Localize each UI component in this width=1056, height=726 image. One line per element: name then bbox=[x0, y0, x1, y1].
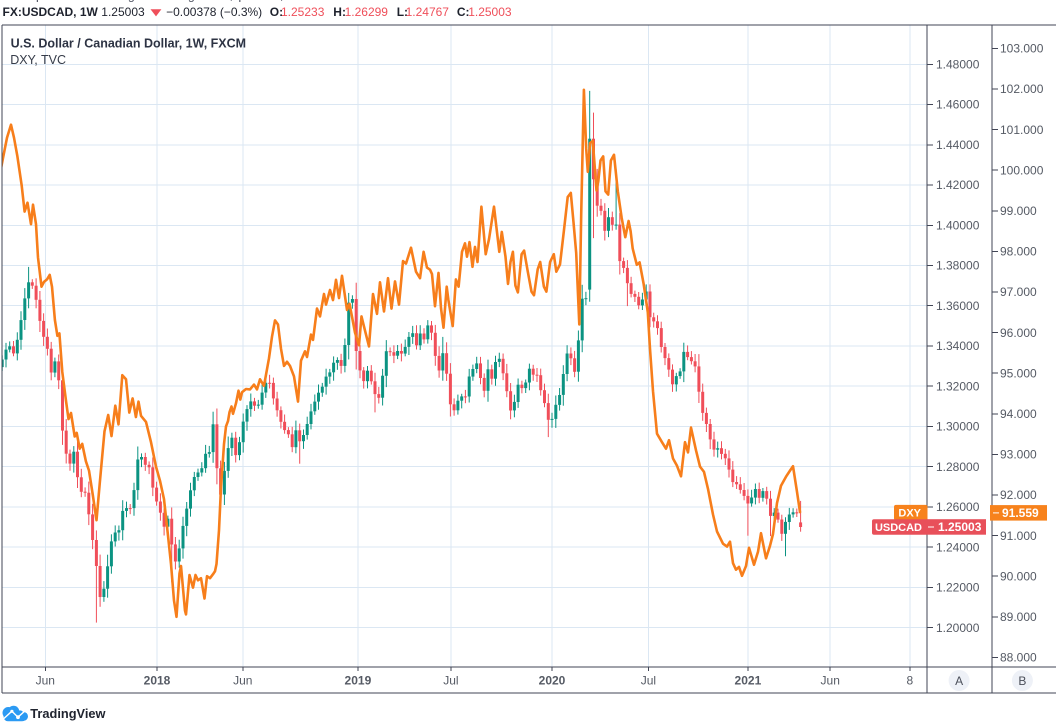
svg-text:89.000: 89.000 bbox=[1000, 610, 1037, 624]
svg-text:Jul: Jul bbox=[641, 674, 656, 688]
svg-text:U.S. Dollar / Canadian Dollar,: U.S. Dollar / Canadian Dollar, 1W, FXCM bbox=[11, 36, 246, 50]
svg-text:91.559: 91.559 bbox=[1002, 506, 1039, 520]
svg-text:H:: H: bbox=[333, 5, 346, 19]
svg-text:1.26299: 1.26299 bbox=[345, 5, 389, 19]
svg-text:Jun: Jun bbox=[821, 674, 840, 688]
svg-text:DXY, TVC: DXY, TVC bbox=[10, 53, 66, 67]
svg-text:94.000: 94.000 bbox=[1000, 407, 1037, 421]
svg-text:97.000: 97.000 bbox=[1000, 285, 1037, 299]
svg-text:1.30000: 1.30000 bbox=[936, 420, 980, 434]
svg-text:O:: O: bbox=[270, 5, 283, 19]
svg-text:1.46000: 1.46000 bbox=[936, 98, 980, 112]
svg-text:1.38000: 1.38000 bbox=[936, 259, 980, 273]
svg-text:1.44000: 1.44000 bbox=[936, 138, 980, 152]
svg-text:1.25003: 1.25003 bbox=[468, 5, 512, 19]
svg-text:95.000: 95.000 bbox=[1000, 366, 1037, 380]
svg-text:2020: 2020 bbox=[539, 674, 566, 688]
svg-text:1.24767: 1.24767 bbox=[406, 5, 450, 19]
svg-text:DXY: DXY bbox=[898, 508, 921, 520]
svg-text:2018: 2018 bbox=[144, 674, 171, 688]
svg-text:1.20000: 1.20000 bbox=[936, 621, 980, 635]
svg-text:TradingView: TradingView bbox=[30, 706, 105, 721]
svg-text:2019: 2019 bbox=[345, 674, 372, 688]
svg-text:B: B bbox=[1018, 674, 1026, 688]
svg-text:96.000: 96.000 bbox=[1000, 326, 1037, 340]
svg-text:1.42000: 1.42000 bbox=[936, 178, 980, 192]
svg-text:92.000: 92.000 bbox=[1000, 488, 1037, 502]
svg-text:2021: 2021 bbox=[735, 674, 762, 688]
svg-text:Jul: Jul bbox=[443, 674, 458, 688]
svg-text:−0.00378 (−0.3%): −0.00378 (−0.3%) bbox=[166, 5, 262, 19]
svg-text:91.000: 91.000 bbox=[1000, 529, 1037, 543]
svg-text:90.000: 90.000 bbox=[1000, 569, 1037, 583]
svg-text:1.25003: 1.25003 bbox=[101, 5, 145, 19]
svg-text:FX:USDCAD, 1W: FX:USDCAD, 1W bbox=[3, 5, 99, 19]
svg-text:g: g bbox=[188, 0, 195, 3]
svg-text:1.28000: 1.28000 bbox=[936, 460, 980, 474]
svg-text:Jun: Jun bbox=[233, 674, 252, 688]
svg-text:88.000: 88.000 bbox=[1000, 651, 1037, 665]
svg-text:Jun: Jun bbox=[36, 674, 55, 688]
svg-text:A: A bbox=[955, 674, 963, 688]
svg-text:1.25003: 1.25003 bbox=[938, 520, 982, 534]
svg-text:103.000: 103.000 bbox=[1000, 42, 1044, 56]
svg-text:,: , bbox=[230, 0, 233, 3]
svg-text:93.000: 93.000 bbox=[1000, 448, 1037, 462]
svg-text:C:: C: bbox=[457, 5, 470, 19]
svg-text:101.000: 101.000 bbox=[1000, 123, 1044, 137]
svg-text:99.000: 99.000 bbox=[1000, 204, 1037, 218]
svg-text:p: p bbox=[239, 0, 246, 3]
svg-text:102.000: 102.000 bbox=[1000, 82, 1044, 96]
svg-text:1.48000: 1.48000 bbox=[936, 58, 980, 72]
svg-text:,: , bbox=[280, 0, 283, 3]
svg-text:1.24000: 1.24000 bbox=[936, 540, 980, 554]
svg-text:100.000: 100.000 bbox=[1000, 163, 1044, 177]
svg-text:1.22000: 1.22000 bbox=[936, 581, 980, 595]
svg-text:8: 8 bbox=[907, 674, 914, 688]
svg-text:USDCAD: USDCAD bbox=[875, 522, 922, 534]
svg-text:1.26000: 1.26000 bbox=[936, 500, 980, 514]
svg-text:L:: L: bbox=[397, 5, 408, 19]
svg-text:1.34000: 1.34000 bbox=[936, 339, 980, 353]
svg-text:1.25233: 1.25233 bbox=[281, 5, 325, 19]
svg-text:1.40000: 1.40000 bbox=[936, 219, 980, 233]
svg-text:98.000: 98.000 bbox=[1000, 245, 1037, 259]
svg-text:g: g bbox=[128, 0, 135, 3]
svg-text:1.36000: 1.36000 bbox=[936, 299, 980, 313]
svg-text:1.32000: 1.32000 bbox=[936, 379, 980, 393]
svg-text:p: p bbox=[36, 0, 43, 3]
